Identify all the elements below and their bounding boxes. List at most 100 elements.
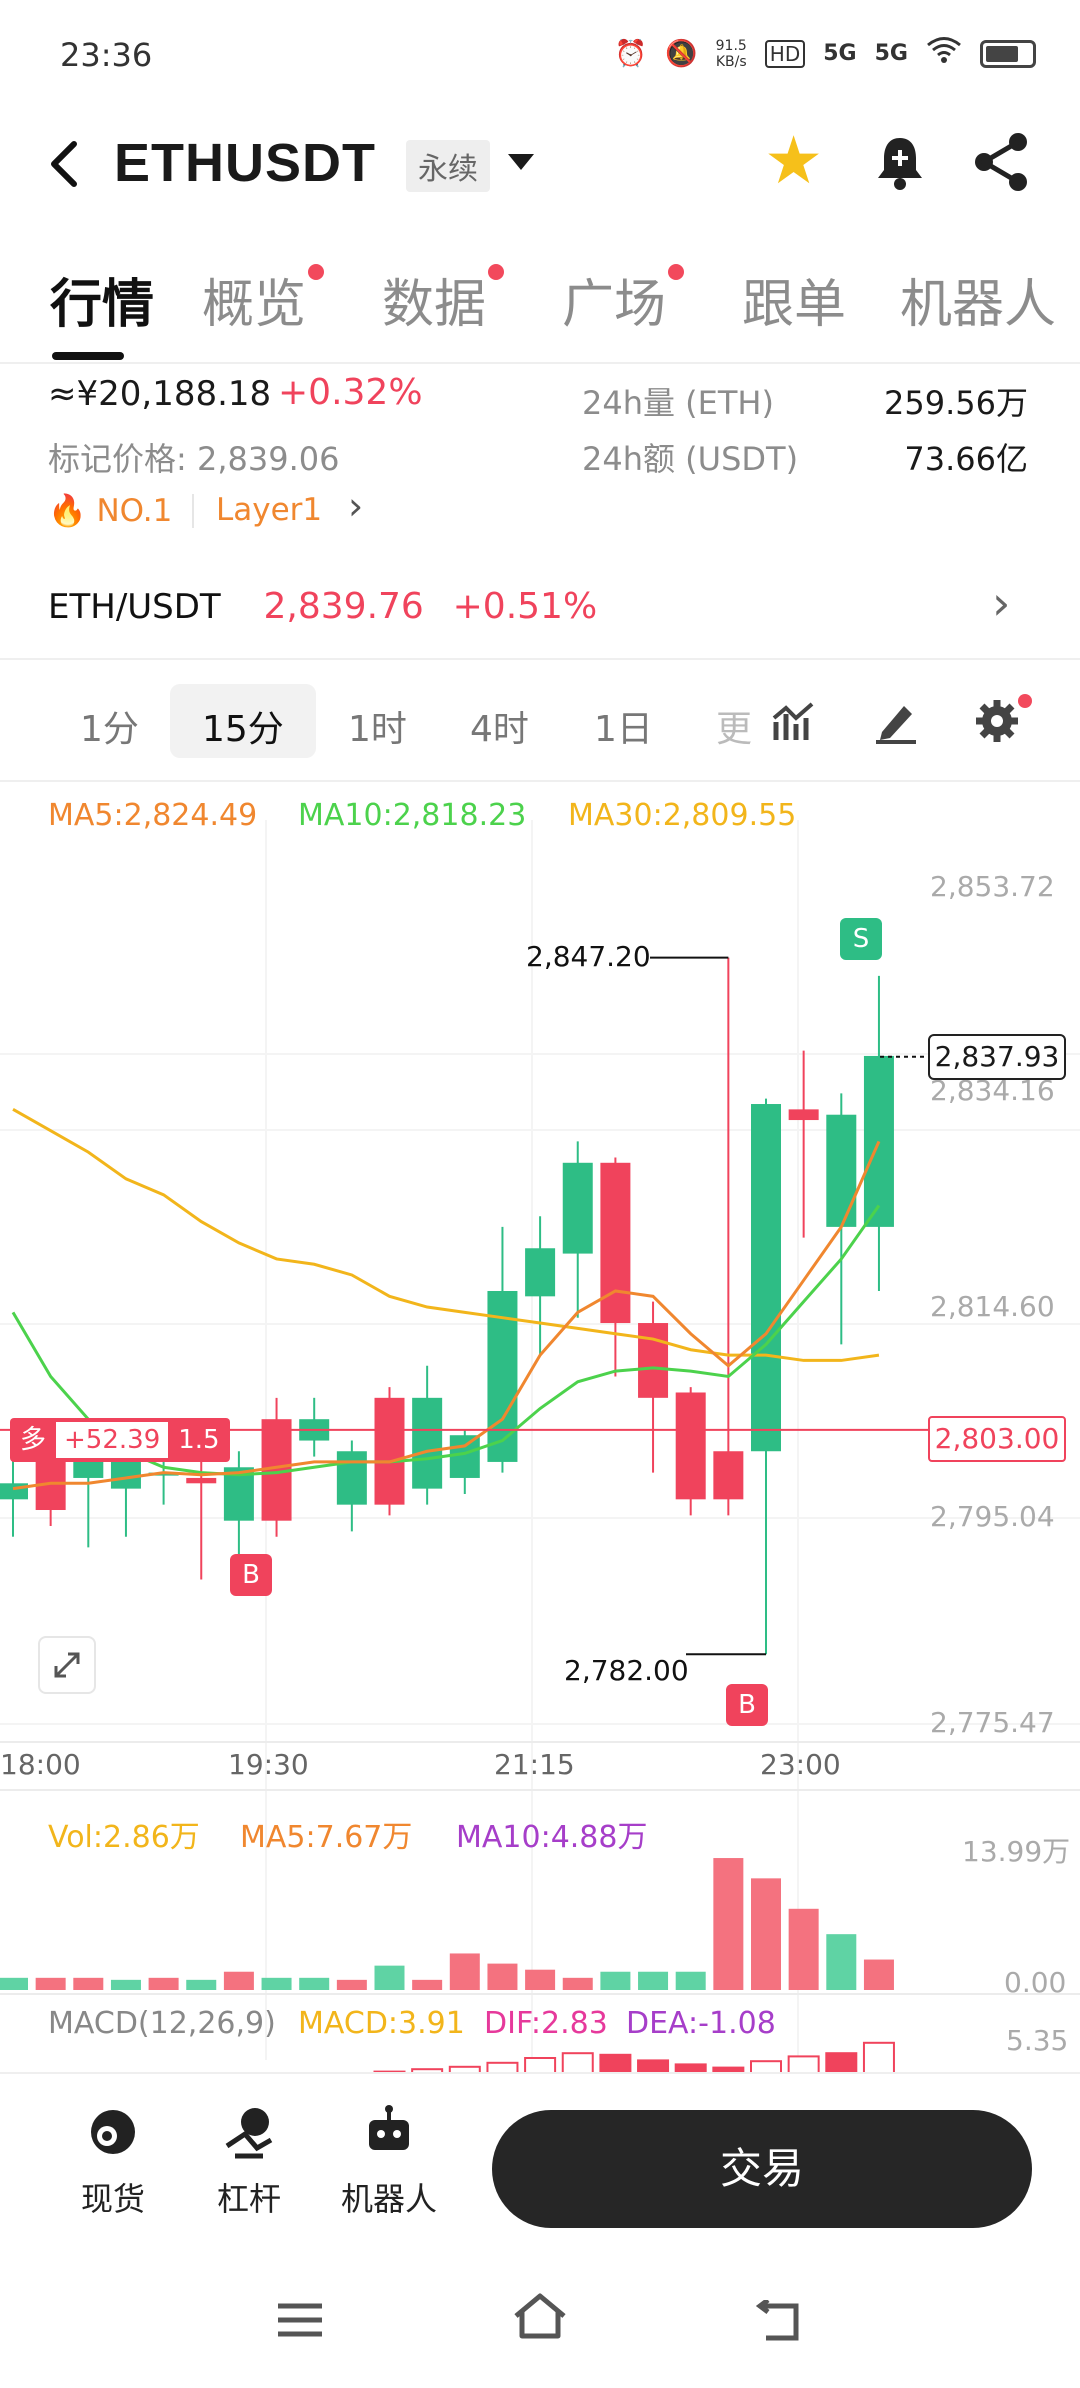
- macd-bar: [411, 2068, 444, 2075]
- ma10-line: [11, 1204, 881, 1477]
- macd-bar: [561, 2052, 594, 2075]
- pair-title[interactable]: ETHUSDT: [114, 133, 376, 193]
- volume-bar: [788, 1908, 819, 1990]
- timeframe-1m[interactable]: 1分: [80, 709, 139, 750]
- volume-bar: [713, 1858, 744, 1990]
- back-nav-icon[interactable]: [755, 2298, 804, 2348]
- sell-marker: S: [840, 918, 882, 960]
- top-tabs: 行情 概览 数据 广场 跟单 机器人: [0, 262, 1080, 362]
- share-icon[interactable]: [972, 132, 1032, 192]
- fullscreen-icon[interactable]: [38, 1636, 96, 1694]
- candle: [562, 1162, 593, 1254]
- timeframe-1d[interactable]: 1日: [594, 709, 653, 750]
- ma5-label: MA5:2,824.49: [48, 798, 258, 833]
- tab-square[interactable]: 广场: [562, 262, 685, 337]
- divider: [0, 658, 1080, 660]
- x-tick: 18:00: [0, 1748, 81, 1781]
- menu-nav-icon[interactable]: [276, 2300, 324, 2344]
- tab-copy-trade[interactable]: 跟单: [742, 275, 847, 335]
- kline-chart[interactable]: [0, 0, 1080, 2090]
- layer-tag[interactable]: Layer1: [216, 492, 323, 528]
- position-price-tag: 2,803.00: [928, 1416, 1066, 1462]
- trade-button[interactable]: 交易: [492, 2110, 1032, 2228]
- high-price-label: 2,847.20: [526, 940, 651, 973]
- dif-value: DIF:2.83: [484, 2006, 608, 2041]
- macd-bar: [825, 2052, 858, 2075]
- macd-bar: [750, 2060, 782, 2075]
- candle: [788, 1109, 819, 1121]
- macd-y-top: 5.35: [1006, 2024, 1069, 2057]
- spot-button[interactable]: 现货: [58, 2104, 168, 2220]
- alert-bell-icon[interactable]: [872, 132, 928, 192]
- position-tag[interactable]: 多 +52.39 1.5: [10, 1418, 230, 1462]
- signal-5g-icon-2: 5G: [874, 41, 908, 66]
- volume-bar: [600, 1971, 631, 1990]
- back-arrow-icon[interactable]: [44, 134, 92, 194]
- spot-change: +0.51%: [452, 586, 598, 627]
- chevron-right-icon[interactable]: ›: [348, 484, 364, 528]
- volume-bar: [638, 1971, 669, 1990]
- tab-overview[interactable]: 概览: [202, 262, 325, 337]
- hd-icon: HD: [764, 39, 806, 68]
- ma30-line: [12, 1108, 880, 1362]
- volume-bar: [374, 1965, 405, 1990]
- draw-pen-icon[interactable]: [872, 698, 920, 750]
- vol-label: Vol:2.86万: [48, 1820, 200, 1855]
- home-nav-icon[interactable]: [510, 2292, 570, 2346]
- volume-bar: [336, 1979, 367, 1990]
- favorite-star-icon[interactable]: ★: [764, 122, 824, 199]
- tab-bot[interactable]: 机器人: [900, 275, 1057, 335]
- dea-value: DEA:-1.08: [626, 2006, 776, 2041]
- leverage-button[interactable]: 杠杆: [194, 2104, 304, 2220]
- vol-ma5-label: MA5:7.67万: [240, 1820, 413, 1855]
- candle: [600, 1162, 631, 1324]
- current-price-tag: 2,837.93: [928, 1034, 1066, 1080]
- volume-bar: [148, 1977, 179, 1990]
- chevron-right-icon[interactable]: ›: [992, 576, 1011, 630]
- vol-y-bottom: 0.00: [1004, 1966, 1067, 1999]
- mark-price: 标记价格: 2,839.06: [48, 440, 340, 478]
- volume-bar: [826, 1934, 857, 1990]
- timeframe-4h[interactable]: 4时: [470, 709, 529, 750]
- candle: [525, 1248, 556, 1297]
- cny-price: ≈¥20,188.18: [48, 374, 272, 414]
- tab-data[interactable]: 数据: [382, 262, 505, 337]
- candle: [412, 1397, 443, 1489]
- timeframe-more[interactable]: 更: [716, 709, 753, 750]
- active-timeframe-bg: [170, 684, 316, 758]
- amt-value: 73.66亿: [904, 440, 1028, 478]
- notification-dot: [1018, 694, 1032, 708]
- settings-gear-icon[interactable]: [972, 694, 1032, 750]
- y-tick: 2,853.72: [930, 870, 1055, 903]
- divider: [0, 362, 1080, 364]
- volume-bar: [675, 1971, 706, 1990]
- leverage-icon: [225, 2108, 273, 2159]
- spot-pair-row[interactable]: ETH/USDT 2,839.76 +0.51%: [48, 586, 597, 627]
- volume-bar: [0, 1977, 28, 1990]
- x-tick: 21:15: [494, 1748, 575, 1781]
- rank-tag[interactable]: 🔥 NO.1: [48, 493, 173, 529]
- ma5-line: [12, 1140, 881, 1491]
- macd-bar: [674, 2063, 707, 2075]
- bot-button[interactable]: 机器人: [334, 2104, 444, 2220]
- alarm-icon: ⏰: [614, 38, 648, 69]
- macd-bar: [637, 2059, 670, 2075]
- macd-title: MACD(12,26,9): [48, 2006, 276, 2041]
- volume-bar: [751, 1878, 781, 1990]
- volume-bar: [863, 1959, 894, 1990]
- cny-change: +0.32%: [278, 372, 423, 413]
- tab-market[interactable]: 行情: [50, 275, 155, 335]
- robot-icon: [369, 2105, 409, 2150]
- spot-pair: ETH/USDT: [48, 587, 221, 627]
- divider: [0, 780, 1080, 782]
- timeframe-15m[interactable]: 15分: [202, 709, 284, 750]
- y-tick: 2,795.04: [930, 1500, 1055, 1533]
- battery-icon: [980, 39, 1036, 68]
- dropdown-icon[interactable]: [508, 154, 534, 170]
- volume-bar: [261, 1977, 292, 1990]
- volume-bar: [562, 1977, 593, 1990]
- timeframe-1h[interactable]: 1时: [348, 709, 407, 750]
- candle: [826, 1114, 857, 1227]
- spot-icon: [91, 2110, 135, 2154]
- indicator-icon[interactable]: [770, 700, 818, 748]
